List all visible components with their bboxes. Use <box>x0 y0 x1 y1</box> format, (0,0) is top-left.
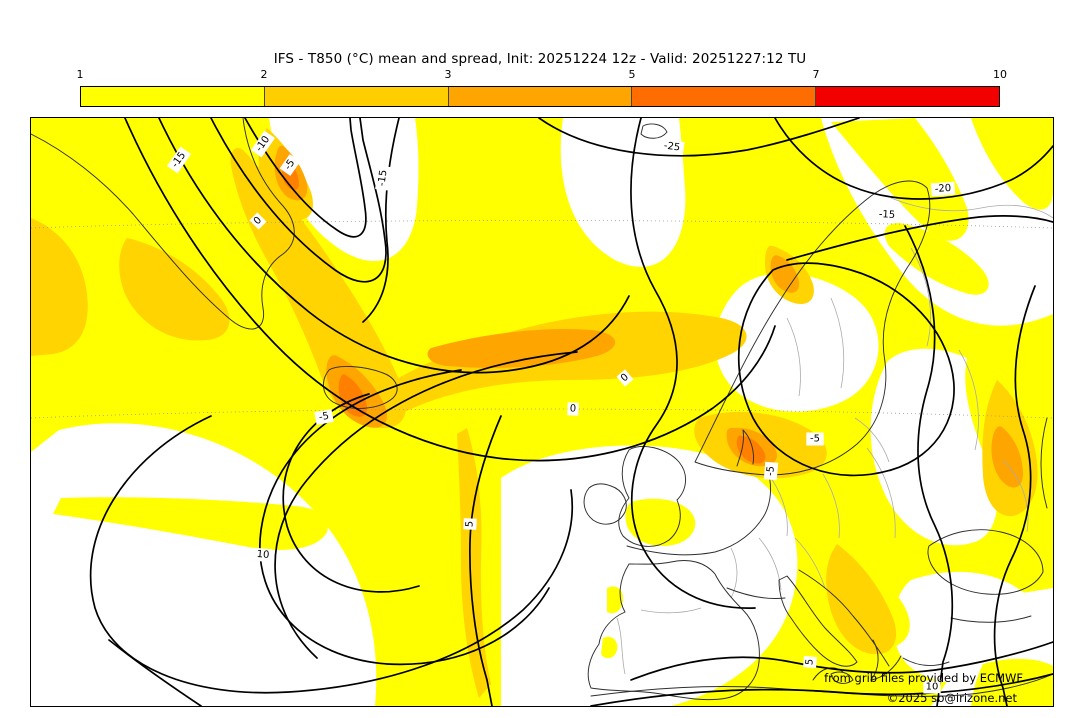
contour-label: -25 <box>659 138 685 156</box>
colorbar-tick: 3 <box>444 68 452 81</box>
colorbar-tick: 1 <box>76 68 84 81</box>
temperature-contours-layer <box>89 118 1053 706</box>
colorbar-tick: 10 <box>993 68 1007 81</box>
spread-shading-layer <box>31 118 1053 706</box>
svg-text:-15: -15 <box>879 209 896 221</box>
colorbar-segment <box>448 87 633 106</box>
svg-text:-5: -5 <box>810 434 820 445</box>
contour-label: -20 <box>930 181 956 197</box>
contour-label: 10 <box>923 680 941 694</box>
svg-text:10: 10 <box>256 549 270 561</box>
attribution-copyright: ©2025 sb@irizone.net <box>887 691 1018 705</box>
contour-label: 0 <box>249 212 267 230</box>
svg-text:-25: -25 <box>663 140 681 153</box>
contour-label: -5 <box>806 432 824 446</box>
svg-text:-20: -20 <box>934 183 951 195</box>
colorbar-segment <box>816 87 999 106</box>
contour-label: -5 <box>763 461 779 481</box>
svg-text:-5: -5 <box>765 466 777 477</box>
colorbar-segment <box>264 87 449 106</box>
contour-label: 5 <box>463 518 477 530</box>
contour-label: 10 <box>253 547 273 563</box>
country-borders-layer <box>616 197 1053 675</box>
colorbar-tick: 7 <box>812 68 820 81</box>
svg-text:5: 5 <box>804 658 816 665</box>
colorbar-segment <box>632 87 817 106</box>
svg-text:-5: -5 <box>318 411 330 424</box>
svg-text:0: 0 <box>619 372 631 385</box>
spread-colorbar <box>80 86 1000 107</box>
contour-label: -5 <box>314 409 334 425</box>
map-attribution: from grib files provided by ECMWF ©2025 … <box>824 671 1023 705</box>
chart-title: IFS - T850 (°C) mean and spread, Init: 2… <box>273 51 807 67</box>
colorbar-tick: 5 <box>628 68 636 81</box>
colorbar-ticks: 1 2 3 5 7 10 <box>76 68 1008 82</box>
attribution-source: from grib files provided by ECMWF <box>824 671 1023 685</box>
contour-label: 0 <box>567 402 579 416</box>
contour-label: 5 <box>803 655 817 669</box>
colorbar-tick: 2 <box>260 68 268 81</box>
graticule-layer <box>31 220 1053 419</box>
contour-label: -15 <box>375 165 391 191</box>
svg-text:-15: -15 <box>377 169 390 187</box>
contour-label: 0 <box>616 369 634 387</box>
svg-text:5: 5 <box>464 521 475 528</box>
svg-text:10: 10 <box>926 682 939 693</box>
contour-label: -15 <box>874 207 900 223</box>
colorbar-segment <box>81 87 265 106</box>
svg-text:0: 0 <box>570 403 577 414</box>
contour-label: -5 <box>279 154 301 176</box>
weather-map: -15 -10 -5 -15 0 -25 -20 -15 -5 0 0 -5 -5 5 10 5 10 from… <box>30 117 1054 707</box>
